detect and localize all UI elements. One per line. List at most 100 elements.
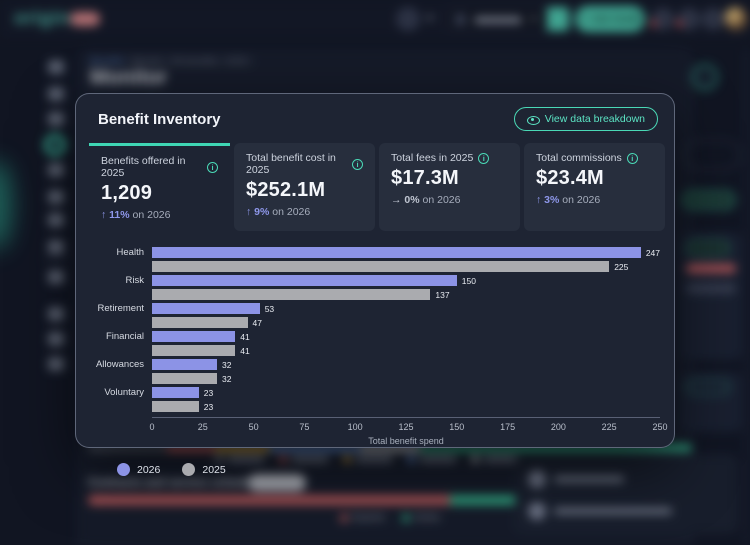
stat-card[interactable]: Total benefit cost in 2025 i $252.1M ↑ 9% o… [234, 143, 375, 231]
delta-arrow-icon: → [391, 194, 402, 206]
origin-logo: origin [14, 8, 70, 29]
view-data-breakdown-button[interactable]: View data breakdown [513, 107, 658, 131]
chevron-down-icon[interactable] [426, 16, 434, 21]
chevron-down-icon[interactable] [530, 17, 538, 22]
sidebar-item-icon[interactable] [48, 213, 64, 227]
status-bar-segment [88, 444, 167, 452]
x-axis: 0 25 50 75 100 125 150 175 200 225 250 [149, 417, 668, 433]
sidebar-item-icon[interactable] [48, 60, 64, 74]
sidebar-item-icon[interactable] [48, 357, 64, 371]
legend-item-2026[interactable]: 2026 [117, 463, 160, 476]
sidebar-item-icon[interactable] [48, 112, 64, 126]
legend-label: 2026 [137, 463, 161, 476]
sidebar-item-icon[interactable] [48, 332, 64, 346]
stat-label: Total commissions [536, 152, 622, 164]
legend-item-2025[interactable]: 2025 [182, 463, 226, 476]
workspace-icon[interactable] [396, 7, 420, 31]
benefit-chart: Health 247 225 Risk 150 137 Retirement 53 47 Fina… [92, 247, 668, 476]
delta-suffix: on 2026 [562, 194, 601, 206]
alert-text-blur [554, 508, 672, 514]
stat-value: $17.3M [391, 167, 459, 189]
eye-icon [526, 113, 540, 125]
alert-icon [528, 502, 546, 520]
category-bars: 150 137 [152, 275, 660, 303]
bar-2025[interactable] [152, 373, 218, 384]
info-icon[interactable]: i [626, 152, 638, 164]
stat-label-row: Total fees in 2025 i [391, 152, 508, 164]
avatar[interactable] [724, 7, 748, 31]
sidebar-item-icon[interactable] [48, 190, 64, 204]
legend-dot-icon [279, 455, 287, 463]
sparkle-icon: ✦ [579, 13, 588, 25]
breadcrumb-item[interactable]: Benefits [90, 56, 125, 67]
stat-card[interactable]: Total fees in 2025 i $17.3M → 0% on 2026 [379, 143, 520, 231]
x-axis-title: Total benefit spend [368, 436, 444, 446]
stat-delta: ↑ 3% on 2026 [536, 194, 653, 206]
right-panel-pill[interactable] [684, 140, 740, 170]
bar-value-label: 23 [203, 387, 214, 398]
legend-dot-icon [407, 455, 415, 463]
alerts-card[interactable] [515, 455, 737, 533]
legend-dot-icon [215, 455, 223, 463]
select-confirm-button[interactable] [547, 7, 569, 31]
chat-icon[interactable] [678, 8, 700, 30]
bar-2025[interactable] [152, 289, 431, 300]
bar-2025[interactable] [152, 261, 610, 272]
bar-2026[interactable] [152, 247, 641, 258]
category-label: Allowances [95, 359, 144, 370]
breadcrumb-item[interactable]: Monitor [132, 56, 164, 67]
sidebar-item-icon[interactable] [48, 163, 64, 177]
bar-2026[interactable] [152, 359, 218, 370]
info-icon[interactable]: i [478, 152, 490, 164]
delta-percent: 9% [254, 206, 270, 218]
page-action-button[interactable] [692, 64, 718, 90]
bar-2026[interactable] [152, 275, 457, 286]
company-icon [455, 14, 466, 25]
bar-2025[interactable] [152, 317, 248, 328]
settings-icon[interactable] [702, 8, 724, 30]
contract-legend-item: Active [402, 512, 440, 523]
bar-line: 47 [152, 317, 660, 328]
x-tick-label: 175 [500, 422, 516, 432]
bell-icon[interactable] [652, 8, 674, 30]
bar-2026[interactable] [152, 303, 260, 314]
alert-row[interactable] [528, 502, 672, 520]
breadcrumb[interactable]: Benefits / Monitor / All benefits / 2025… [90, 56, 252, 67]
bar-line: 41 [152, 331, 660, 342]
bar-value-label: 32 [222, 359, 232, 370]
bar-2025[interactable] [152, 401, 199, 412]
right-panel-card[interactable] [680, 372, 742, 432]
bar-line: 41 [152, 345, 660, 356]
status-legend-chip [279, 455, 329, 463]
notification-dot [676, 20, 683, 27]
sidebar-item-icon[interactable] [48, 87, 64, 101]
category-label: Risk [125, 275, 144, 286]
sidebar-item-icon[interactable] [48, 270, 64, 284]
stat-card[interactable]: Total commissions i $23.4M ↑ 3% on 2026 [524, 143, 665, 231]
ask-guide-button[interactable]: ✦ Ask Guide [575, 6, 645, 32]
left-sidebar [0, 38, 78, 545]
bar-2025[interactable] [152, 345, 236, 356]
stat-card[interactable]: Benefits offered in 2025 i 1,209 ↑ 11% on 2… [89, 143, 230, 231]
bar-2026[interactable] [152, 331, 236, 342]
sidebar-item-icon[interactable] [48, 307, 64, 321]
bar-2026[interactable] [152, 387, 199, 398]
legend-label: Expired [351, 512, 385, 523]
info-icon[interactable]: i [207, 161, 218, 173]
info-icon[interactable]: i [352, 158, 363, 170]
sidebar-item-icon[interactable] [48, 240, 64, 254]
card-red-bar [686, 264, 736, 273]
benefit-status-bar [88, 444, 692, 452]
company-name-blur [474, 17, 522, 23]
bar-value-label: 150 [461, 275, 476, 286]
right-panel-filter-pill[interactable] [682, 190, 736, 210]
stats-row: Benefits offered in 2025 i 1,209 ↑ 11% on 2… [89, 143, 665, 231]
sidebar-item-active[interactable] [44, 134, 66, 156]
status-legend-chip [471, 455, 521, 463]
alert-row[interactable] [528, 470, 624, 488]
category-bars: 23 23 [152, 387, 660, 415]
category-bars: 53 47 [152, 303, 660, 331]
breadcrumb-item[interactable]: 2025 [225, 56, 247, 67]
breadcrumb-item[interactable]: All benefits [171, 56, 218, 67]
right-panel-card[interactable] [680, 232, 742, 360]
